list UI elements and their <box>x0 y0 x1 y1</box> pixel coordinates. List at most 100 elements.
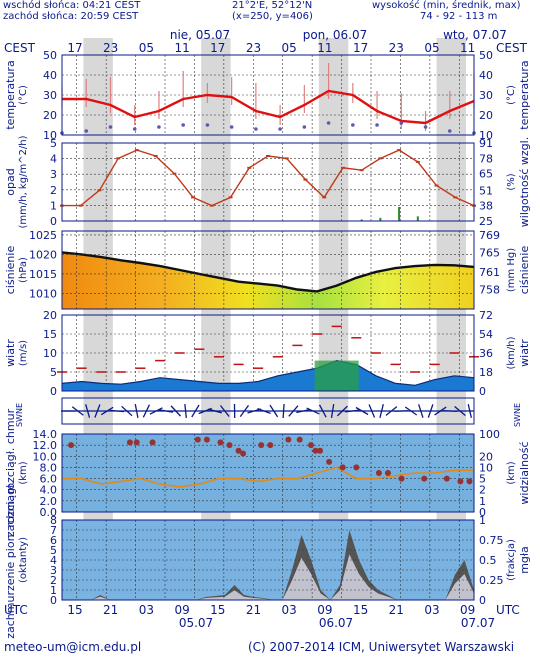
fog-tick-right: 0.5 <box>479 554 497 567</box>
temperature-label-left: temperatura <box>4 60 17 129</box>
cloud-base-point <box>384 470 391 476</box>
fog-tick-right: 1 <box>479 514 486 527</box>
email-link[interactable]: meteo-um@icm.edu.pl <box>4 640 142 654</box>
dewpoint-point <box>108 125 113 129</box>
cloud-base-point <box>235 447 242 454</box>
temperature-tick-left: 10 <box>43 129 57 142</box>
bottom-hour-label: 21 <box>103 603 118 617</box>
cloud-base-point <box>296 436 303 443</box>
temperature-tick-right: 50 <box>479 49 493 62</box>
fog-tick-left: 6 <box>50 534 57 547</box>
wind-direction-arrow <box>288 405 299 417</box>
cloud-tick-right: 1 <box>479 495 486 508</box>
wind-direction-arrow <box>109 409 125 413</box>
cloud-base-point <box>126 439 133 446</box>
wind-tick-right: 0 <box>479 385 486 398</box>
cloud-base-point <box>375 470 382 476</box>
cloud-label-right: widzialność <box>518 441 531 504</box>
rain-bar <box>398 206 401 221</box>
fog-tick-left: 2 <box>50 574 57 587</box>
humidity-marker <box>266 155 270 157</box>
wind-direction-arrow <box>404 406 418 416</box>
wind-direction-arrow <box>296 408 311 414</box>
temperature-line <box>62 89 475 125</box>
cloud-tick-right: 100 <box>479 428 500 441</box>
wind-direction-arrow <box>427 404 434 418</box>
rain-tick-right: 65 <box>479 168 493 181</box>
cloud-tick-left: 6.0 <box>40 473 58 486</box>
dewpoint-point <box>181 123 185 127</box>
utc-left-label: UTC <box>4 603 28 617</box>
humidity-marker <box>116 157 121 160</box>
wind-dir-frame <box>61 397 475 425</box>
pressure-tick-left: 1015 <box>29 268 57 281</box>
cloud-unit-right: (km) <box>506 461 517 484</box>
wind-direction-arrow <box>282 403 285 419</box>
wind-direction-arrow <box>443 409 458 413</box>
bottom-hour-label: 09 <box>460 603 475 617</box>
cloud-base-point <box>421 475 428 482</box>
fog-tick-left: 8 <box>50 514 57 527</box>
rain-frame <box>61 142 475 222</box>
rain-tick-left: 1 <box>50 199 57 212</box>
rain-bar <box>379 217 382 221</box>
wind-direction-arrow <box>368 404 376 418</box>
cloud-base-point <box>466 478 473 485</box>
rain-tick-left: 2 <box>50 184 57 197</box>
bottom-hour-label: 15 <box>353 603 368 617</box>
cloud-base-point <box>339 464 346 471</box>
wind-direction-arrow <box>385 406 398 416</box>
wind-direction-arrow <box>306 407 320 415</box>
wind-unit-right: (km/h) <box>506 336 517 369</box>
wind-direction-arrow <box>149 407 163 415</box>
dewpoint-point <box>157 125 161 129</box>
top-hour-label: 17 <box>353 41 368 55</box>
wind-unit-left: (m/s) <box>18 340 29 366</box>
temperature-tick-right: 30 <box>479 89 493 102</box>
bottom-hour-label: 15 <box>210 603 225 617</box>
temperature-tick-left: 40 <box>43 69 57 82</box>
wind-direction-arrow <box>191 404 200 418</box>
wind-direction-arrow <box>434 406 447 416</box>
wind-direction-arrow <box>269 404 279 418</box>
cloud-base-point <box>194 436 201 443</box>
date-label-3: wto, 07.07 <box>443 28 507 42</box>
wind-tick-left: 10 <box>43 347 57 360</box>
temperature-tick-left: 30 <box>43 89 57 102</box>
visibility-line <box>62 466 474 488</box>
wind-direction-arrow <box>184 403 187 419</box>
cloud-tick-left: 10.0 <box>33 450 58 463</box>
wind-tick-left: 20 <box>43 309 57 322</box>
wind-compass-left: SWNE <box>15 403 24 427</box>
top-hour-label: 17 <box>67 41 82 55</box>
humidity-marker <box>284 157 289 160</box>
cloud-cover-area <box>62 530 474 600</box>
top-hour-label: 05 <box>139 41 154 55</box>
wind-speed-line <box>61 359 475 386</box>
fog-label-left: zachmurzenie pion. rozciągł. <box>4 481 17 639</box>
dewpoint-point <box>205 123 210 127</box>
cloud-base-point <box>317 447 324 454</box>
fog-unit-right: (frakcja) <box>506 539 517 581</box>
cloud-tick-right: 0 <box>479 506 486 519</box>
cloud-tick-left: 2.0 <box>40 495 58 508</box>
wind-direction-arrow <box>467 404 473 418</box>
wind-direction-arrow <box>379 404 384 418</box>
bottom-hour-label: 15 <box>67 603 82 617</box>
bottom-hour-label: 09 <box>174 603 189 617</box>
dewpoint-point <box>375 123 379 127</box>
top-hour-label: 23 <box>246 41 261 55</box>
wind-direction-arrow <box>239 404 250 418</box>
temperature-tick-right: 10 <box>479 129 493 142</box>
wind-direction-arrow <box>134 404 139 418</box>
temperature-tick-left: 50 <box>43 49 57 62</box>
temperature-tick-left: 20 <box>43 109 57 122</box>
humidity-marker <box>434 184 439 187</box>
pressure-tick-left: 1010 <box>29 287 57 300</box>
top-hour-label: 11 <box>174 41 189 55</box>
wind-direction-arrow <box>85 404 91 418</box>
wind-tick-right: 18 <box>479 366 493 379</box>
dewpoint-point <box>84 129 89 133</box>
temperature-unit-left: (°C) <box>18 85 29 105</box>
